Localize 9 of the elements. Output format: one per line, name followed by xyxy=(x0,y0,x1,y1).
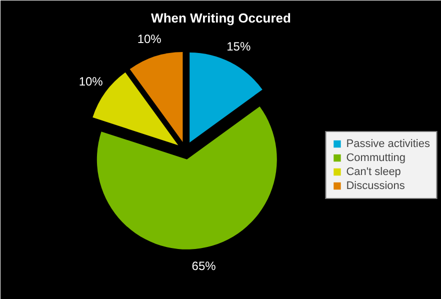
data-label: 10% xyxy=(78,74,104,89)
legend-label: Can't sleep xyxy=(346,166,401,178)
data-label: 15% xyxy=(226,39,251,54)
data-label: 65% xyxy=(192,259,216,274)
legend-label: Discussions xyxy=(346,180,405,192)
chart-title: When Writing Occured xyxy=(151,10,291,26)
data-label: 10% xyxy=(137,32,162,46)
legend-label: Passive activities xyxy=(346,138,430,150)
legend-label: Commutting xyxy=(346,152,406,164)
